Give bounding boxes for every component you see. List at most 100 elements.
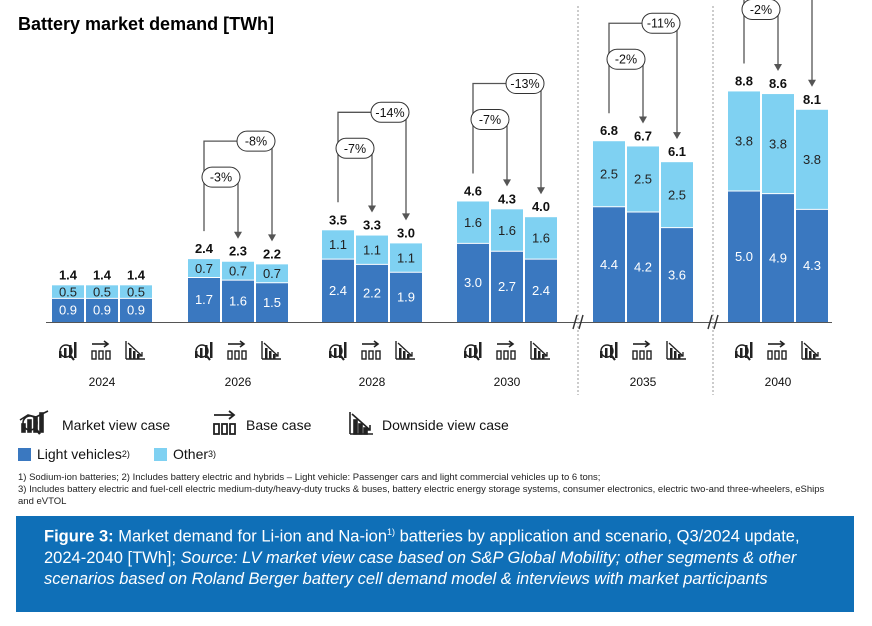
data-label-light-vehicles: 2.4 bbox=[329, 283, 347, 298]
data-label-other: 3.8 bbox=[803, 152, 821, 167]
data-label-total: 2.2 bbox=[263, 246, 281, 261]
light-vehicles-swatch bbox=[18, 447, 31, 461]
data-label-total: 3.5 bbox=[329, 212, 347, 227]
data-label-light-vehicles: 0.9 bbox=[59, 303, 77, 318]
bar-light-vehicles bbox=[188, 277, 220, 322]
legend-other-label: Other bbox=[173, 446, 209, 462]
market-view-icon bbox=[18, 410, 54, 439]
bar-light-vehicles bbox=[390, 272, 422, 322]
legend-light-vehicles-sup: 2) bbox=[121, 449, 130, 459]
data-label-other: 0.7 bbox=[195, 261, 213, 276]
arrow-head bbox=[537, 187, 545, 195]
data-label-total: 2.4 bbox=[195, 241, 214, 256]
change-label-downside: -8% bbox=[245, 135, 267, 149]
bar-other bbox=[457, 201, 489, 244]
axis-break-mark bbox=[707, 314, 713, 330]
change-label-base-pill bbox=[470, 108, 510, 130]
bar-other bbox=[322, 230, 354, 260]
change-label-downside-pill bbox=[236, 130, 276, 152]
data-label-total: 6.8 bbox=[600, 123, 618, 138]
change-label-downside: -11% bbox=[647, 17, 675, 31]
data-label-other: 2.5 bbox=[634, 172, 652, 187]
data-label-total: 3.3 bbox=[363, 218, 381, 233]
data-label-light-vehicles: 3.6 bbox=[668, 267, 686, 282]
arrow-head bbox=[774, 64, 782, 72]
downside-case-icon bbox=[666, 341, 686, 360]
arrow-head bbox=[402, 213, 410, 221]
data-label-total: 1.4 bbox=[93, 267, 112, 282]
data-label-light-vehicles: 3.0 bbox=[464, 275, 482, 290]
data-label-total: 2.3 bbox=[229, 244, 247, 259]
base-case-icon bbox=[91, 340, 111, 360]
other-swatch bbox=[154, 447, 167, 461]
data-label-other: 1.1 bbox=[329, 237, 347, 252]
x-tick-label: 2035 bbox=[630, 375, 657, 389]
data-label-light-vehicles: 1.7 bbox=[195, 292, 213, 307]
market-view-icon bbox=[195, 342, 213, 361]
chart-title: Battery market demand [TWh] bbox=[18, 14, 274, 34]
legend-market-view: Market view case bbox=[18, 410, 170, 439]
change-arrow-downside bbox=[743, 0, 813, 82]
bar-light-vehicles bbox=[86, 298, 118, 322]
x-tick-label: 2024 bbox=[89, 375, 116, 389]
footnote-1: 1) Sodium-ion batteries; 2) Includes bat… bbox=[18, 472, 601, 483]
axis-break-mark bbox=[578, 314, 584, 330]
change-label-downside-pill bbox=[641, 12, 681, 34]
bar-light-vehicles bbox=[627, 211, 659, 322]
legend-light-vehicles: Light vehicles 2) bbox=[18, 446, 130, 462]
market-view-icon bbox=[464, 342, 482, 361]
data-label-light-vehicles: 1.6 bbox=[229, 294, 247, 309]
base-case-icon bbox=[496, 340, 516, 360]
data-label-total: 1.4 bbox=[127, 267, 146, 282]
bar-other bbox=[762, 94, 794, 194]
bar-other bbox=[52, 285, 84, 299]
data-label-other: 1.1 bbox=[397, 250, 415, 265]
downside-case-icon bbox=[261, 341, 281, 360]
downside-case-icon bbox=[348, 410, 374, 439]
bar-light-vehicles bbox=[796, 209, 828, 322]
downside-case-icon bbox=[530, 341, 550, 360]
data-label-light-vehicles: 4.2 bbox=[634, 259, 652, 274]
legend-other: Other 3) bbox=[154, 446, 216, 462]
data-label-total: 1.4 bbox=[59, 267, 78, 282]
change-label-base: -3% bbox=[210, 171, 232, 185]
data-label-total: 4.0 bbox=[532, 199, 550, 214]
data-label-other: 3.8 bbox=[735, 134, 753, 149]
x-tick-label: 2026 bbox=[225, 375, 252, 389]
bar-other bbox=[86, 285, 118, 299]
change-label-downside-pill bbox=[370, 101, 410, 123]
data-label-light-vehicles: 5.0 bbox=[735, 249, 753, 264]
bar-light-vehicles bbox=[525, 259, 557, 322]
caption-text-1: Market demand for Li-ion and Na-ion bbox=[113, 527, 387, 546]
market-view-icon bbox=[329, 342, 347, 361]
data-label-total: 4.3 bbox=[498, 191, 516, 206]
data-label-other: 1.6 bbox=[532, 231, 550, 246]
data-label-light-vehicles: 2.2 bbox=[363, 286, 381, 301]
data-label-light-vehicles: 0.9 bbox=[93, 303, 111, 318]
caption-sup: 1) bbox=[387, 527, 396, 537]
data-label-other: 0.7 bbox=[229, 263, 247, 278]
bar-light-vehicles bbox=[661, 227, 693, 322]
bar-light-vehicles bbox=[457, 243, 489, 322]
downside-case-icon bbox=[801, 341, 821, 360]
change-label-base-pill bbox=[606, 48, 646, 70]
bar-other bbox=[661, 162, 693, 228]
bar-other bbox=[188, 259, 220, 278]
change-label-base-pill bbox=[201, 166, 241, 188]
change-label-base-pill bbox=[335, 137, 375, 159]
footnotes: 1) Sodium-ion batteries; 2) Includes bat… bbox=[18, 472, 838, 508]
downside-case-icon bbox=[395, 341, 415, 360]
caption-source: Source: LV market view case based on S&P… bbox=[44, 548, 797, 588]
axis-break-mark bbox=[713, 314, 719, 330]
downside-case-icon bbox=[125, 341, 145, 360]
bar-other bbox=[627, 146, 659, 212]
data-label-total: 8.1 bbox=[803, 92, 821, 107]
market-view-icon bbox=[600, 342, 618, 361]
data-label-total: 6.1 bbox=[668, 144, 686, 159]
bar-light-vehicles bbox=[52, 298, 84, 322]
data-label-light-vehicles: 0.9 bbox=[127, 303, 145, 318]
bar-light-vehicles bbox=[728, 191, 760, 322]
data-label-total: 6.7 bbox=[634, 128, 652, 143]
bar-light-vehicles bbox=[762, 193, 794, 322]
legend-light-vehicles-label: Light vehicles bbox=[37, 446, 122, 462]
